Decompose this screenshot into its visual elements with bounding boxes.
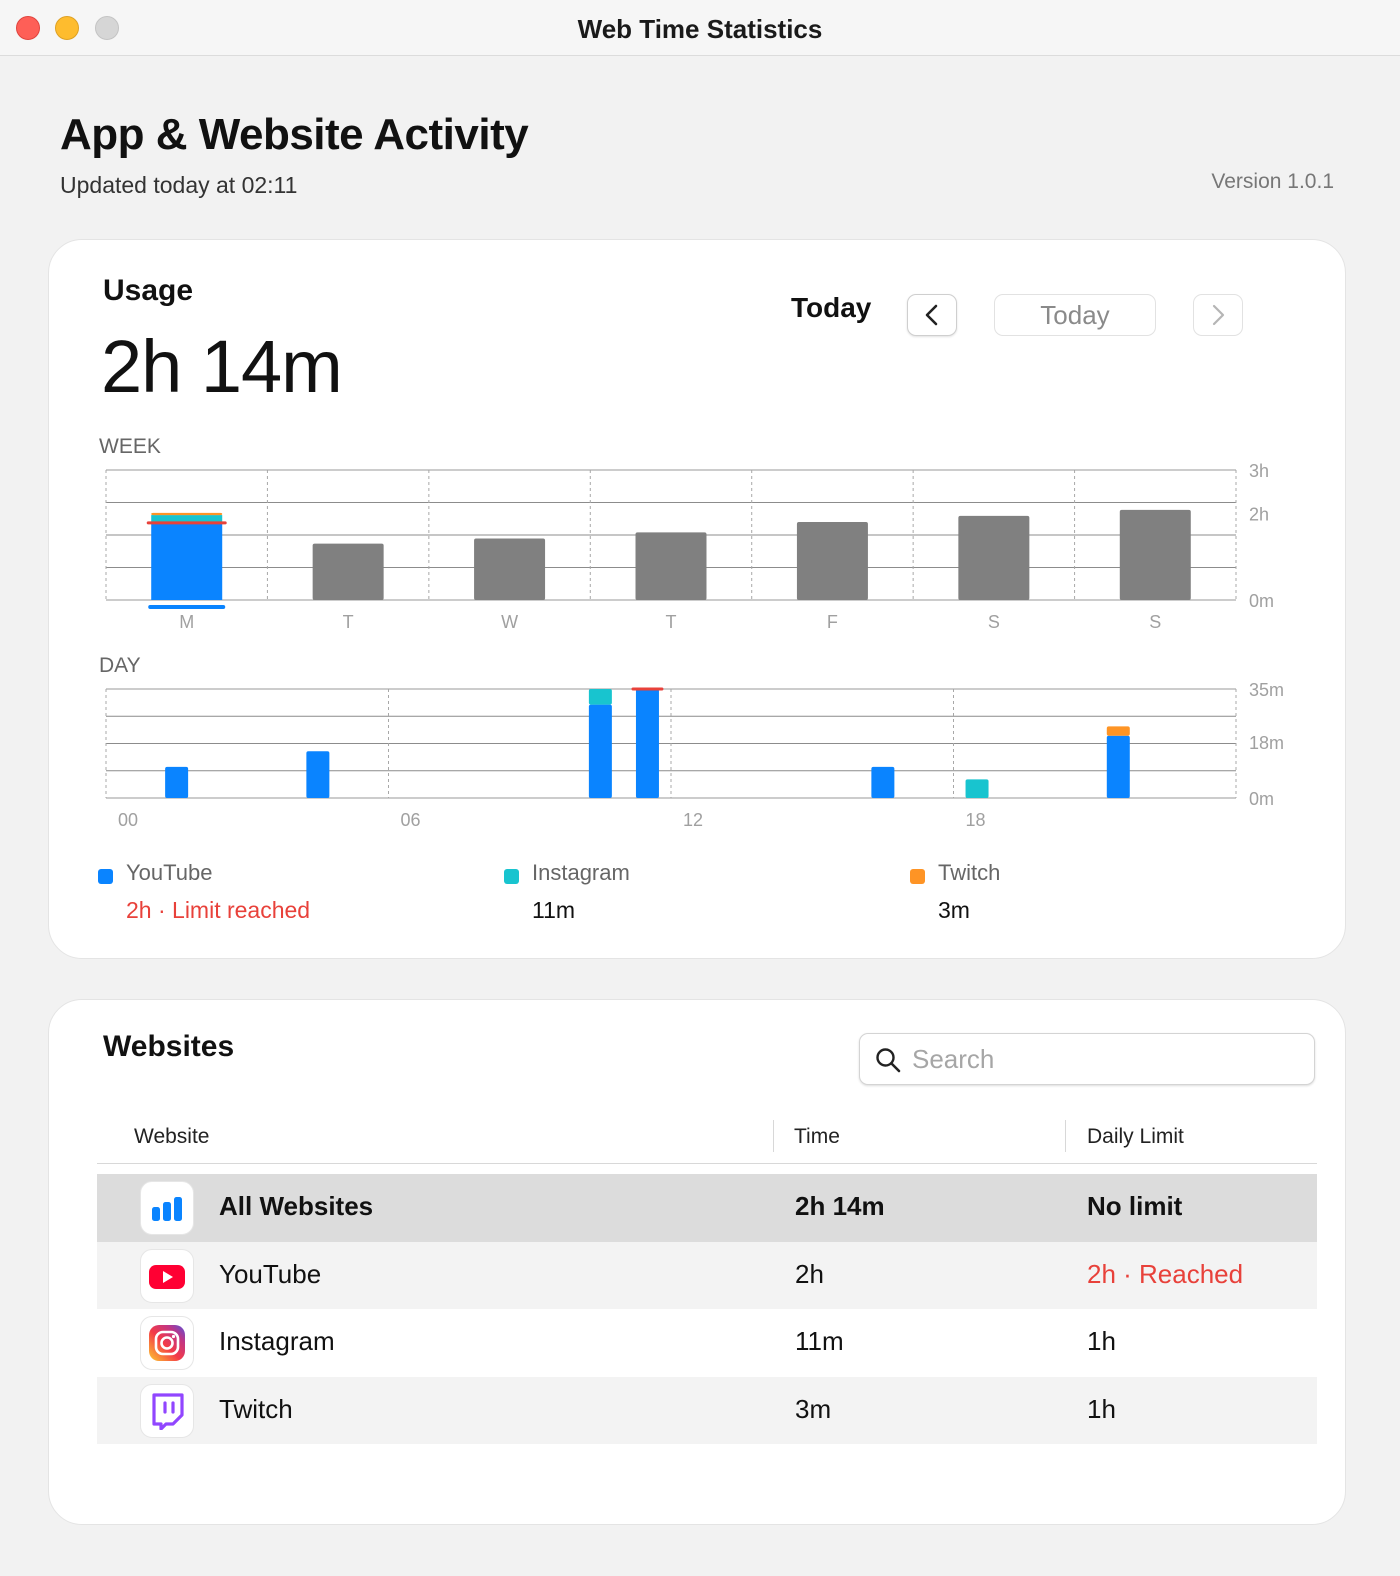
x-tick-label: 06	[401, 810, 421, 830]
week-bar-segment	[474, 538, 546, 600]
week-bar-segment	[151, 522, 223, 600]
x-tick-label: 12	[683, 810, 703, 830]
chevron-right-icon	[1212, 304, 1225, 326]
search-field[interactable]	[859, 1033, 1315, 1085]
website-time: 2h 14m	[795, 1191, 885, 1221]
x-tick-label: 18	[966, 810, 986, 830]
y-tick-label: 2h	[1249, 504, 1269, 524]
search-icon	[876, 1048, 901, 1073]
table-row-twitch[interactable]: Twitch 3m 1h	[97, 1376, 1317, 1444]
website-time: 3m	[795, 1393, 832, 1424]
legend-swatch	[98, 869, 113, 884]
websites-table: Website Time Daily Limit All Websites 2h…	[97, 1120, 1317, 1444]
day-bar-segment	[1106, 726, 1130, 736]
week-bar-segment	[151, 512, 223, 516]
version-label: Version 1.0.1	[1211, 170, 1334, 193]
x-tick-label: 00	[118, 810, 138, 830]
usage-total: 2h 14m	[101, 325, 343, 408]
table-row-youtube[interactable]: YouTube 2h 2h · Reached	[97, 1241, 1317, 1309]
website-limit: 2h · Reached	[1087, 1258, 1244, 1289]
day-chart: 00 06 12 18 35m 18m 0m	[105, 680, 1284, 830]
legend-value: 2h · Limit reached	[126, 897, 311, 923]
day-bar-segment	[965, 779, 989, 798]
week-bar-segment	[635, 532, 707, 600]
day-bar-segment	[871, 766, 895, 798]
y-tick-label: 0m	[1249, 789, 1274, 809]
website-name: Twitch	[219, 1393, 293, 1424]
website-name: YouTube	[219, 1258, 322, 1289]
website-time: 2h	[795, 1258, 824, 1289]
day-section-label: DAY	[99, 654, 141, 677]
week-bar-segment	[958, 515, 1030, 600]
website-limit: No limit	[1087, 1191, 1183, 1221]
legend-value: 11m	[532, 897, 576, 923]
y-tick-label: 0m	[1249, 591, 1274, 611]
page-title: App & Website Activity	[60, 110, 529, 159]
y-tick-label: 18m	[1249, 733, 1284, 753]
day-bar-segment	[588, 704, 612, 798]
legend-swatch	[910, 869, 925, 884]
period-label: Today	[791, 292, 872, 323]
x-tick-label: F	[827, 612, 838, 632]
day-bar-segment	[1106, 735, 1130, 798]
updated-timestamp: Updated today at 02:11	[60, 172, 298, 198]
usage-card: Usage 2h 14m Today Today WEEK M T W T F S S 3h 2…	[48, 239, 1346, 959]
table-row-instagram[interactable]: Instagram 11m 1h	[97, 1309, 1317, 1377]
column-header-time[interactable]: Time	[794, 1125, 840, 1148]
x-tick-label: T	[343, 612, 354, 632]
today-button[interactable]: Today	[994, 294, 1156, 336]
website-limit: 1h	[1087, 1393, 1116, 1424]
search-input[interactable]	[912, 1042, 1302, 1076]
chevron-left-icon	[925, 304, 938, 326]
usage-label: Usage	[103, 274, 194, 307]
week-bar-segment	[796, 522, 868, 600]
websites-card: Websites Website Time Daily Limit	[48, 999, 1346, 1525]
instagram-icon	[140, 1316, 194, 1370]
website-name: Instagram	[219, 1326, 335, 1356]
youtube-icon	[140, 1248, 194, 1303]
legend-swatch	[504, 869, 519, 884]
y-tick-label: 35m	[1249, 680, 1284, 700]
column-divider	[1065, 1120, 1066, 1152]
table-row-all-websites[interactable]: All Websites 2h 14m No limit	[97, 1174, 1317, 1242]
day-bar-segment	[165, 766, 189, 798]
column-header-daily-limit[interactable]: Daily Limit	[1087, 1125, 1184, 1148]
day-bar-segment	[635, 689, 659, 798]
close-window-button[interactable]	[16, 16, 40, 40]
week-chart: M T W T F S S 3h 2h 0m	[105, 461, 1274, 632]
next-period-button[interactable]	[1193, 294, 1243, 336]
day-bar-segment	[306, 751, 330, 798]
day-bar-segment	[588, 689, 612, 705]
window-title: Web Time Statistics	[577, 14, 823, 44]
week-bar-segment	[1119, 509, 1191, 600]
minimize-window-button[interactable]	[55, 16, 79, 40]
table-body: All Websites 2h 14m No limit YouTube 2h …	[97, 1174, 1317, 1444]
x-tick-label: S	[1149, 612, 1161, 632]
legend-value: 3m	[938, 897, 970, 923]
x-tick-label: W	[501, 612, 518, 632]
zoom-window-button[interactable]	[95, 16, 119, 40]
column-divider	[773, 1120, 774, 1152]
week-bar-segment	[151, 515, 223, 523]
column-header-website[interactable]: Website	[134, 1125, 210, 1148]
bar-chart-icon	[140, 1181, 194, 1235]
legend-name: Instagram	[532, 860, 630, 885]
y-tick-label: 3h	[1249, 461, 1269, 481]
twitch-icon	[140, 1383, 194, 1438]
websites-title: Websites	[103, 1030, 235, 1063]
previous-period-button[interactable]	[907, 294, 957, 336]
title-bar: Web Time Statistics	[0, 0, 1400, 56]
website-name: All Websites	[219, 1191, 374, 1221]
table-header: Website Time Daily Limit	[97, 1120, 1317, 1164]
x-tick-label: S	[988, 612, 1000, 632]
x-tick-label: T	[666, 612, 677, 632]
legend-name: YouTube	[126, 860, 213, 885]
website-limit: 1h	[1087, 1326, 1116, 1356]
x-tick-label: M	[179, 612, 194, 632]
week-section-label: WEEK	[99, 435, 161, 458]
week-bar-segment	[312, 543, 384, 600]
website-time: 11m	[795, 1326, 844, 1356]
legend-name: Twitch	[938, 860, 1001, 885]
